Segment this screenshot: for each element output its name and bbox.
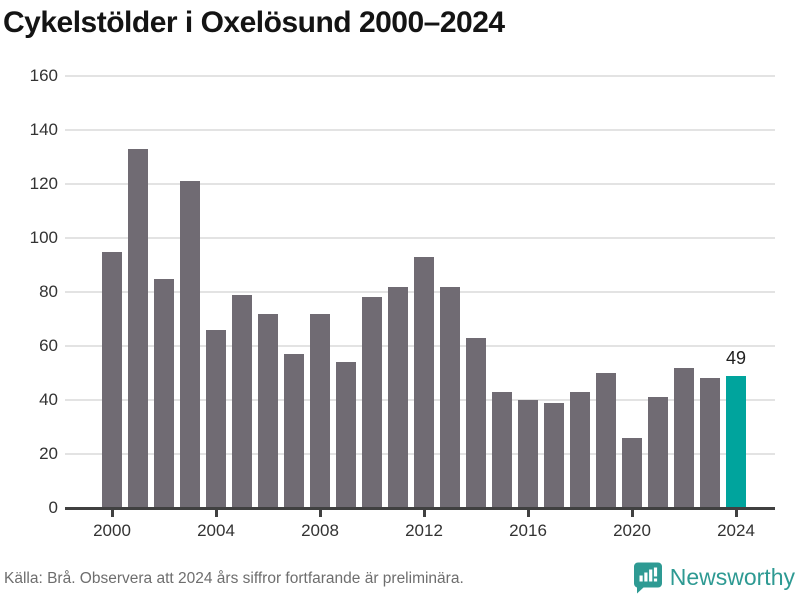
x-axis-label-2000: 2000 — [93, 521, 131, 540]
bar-2005 — [232, 294, 252, 508]
bar-2024 — [726, 375, 746, 508]
bar-2000 — [102, 251, 122, 508]
y-axis-label-0: 0 — [48, 498, 58, 517]
bar-2023 — [700, 378, 720, 508]
x-axis-label-2024: 2024 — [717, 521, 755, 540]
bar-2002 — [154, 278, 174, 508]
bar-2006 — [258, 313, 278, 508]
y-axis-label-80: 80 — [39, 282, 58, 301]
bar-2018 — [570, 391, 590, 508]
y-axis-label-60: 60 — [39, 336, 58, 355]
newsworthy-icon — [633, 561, 663, 594]
x-axis-label-2004: 2004 — [197, 521, 235, 540]
value-label-2024: 49 — [725, 347, 747, 368]
y-axis-label-160: 160 — [29, 66, 58, 85]
bar-2008 — [310, 313, 330, 508]
newsworthy-wordmark: Newsworthy — [669, 564, 795, 590]
gridline-160 — [65, 75, 775, 77]
bar-2010 — [362, 297, 382, 508]
x-axis-line — [65, 507, 775, 510]
bar-2014 — [466, 337, 486, 508]
bar-chart: 0 20 40 60 80 100 120 140 160 2000 2004 2008 2012 201… — [29, 66, 775, 540]
bar-2022 — [674, 367, 694, 508]
source-note: Källa: Brå. Observera att 2024 års siffr… — [4, 570, 464, 587]
x-axis-tick-2016 — [526, 510, 530, 517]
x-axis-label-2008: 2008 — [301, 521, 339, 540]
y-axis-label-120: 120 — [29, 174, 58, 193]
footer: Källa: Brå. Observera att 2024 års siffr… — [0, 555, 800, 600]
bar-2011 — [388, 286, 408, 508]
bar-2004 — [206, 329, 226, 508]
bar-2013 — [440, 286, 460, 508]
bar-2021 — [648, 397, 668, 508]
x-axis-tick-2020 — [630, 510, 634, 517]
x-axis-label-2012: 2012 — [405, 521, 443, 540]
chart-title: Cykelstölder i Oxelösund 2000–2024 — [3, 6, 505, 39]
x-axis-tick-2000 — [110, 510, 114, 517]
bar-2001 — [128, 148, 148, 508]
y-axis-label-20: 20 — [39, 444, 58, 463]
bar-2017 — [544, 402, 564, 508]
x-axis-label-2016: 2016 — [509, 521, 547, 540]
y-axis-label-40: 40 — [39, 390, 58, 409]
gridline-120 — [65, 183, 775, 185]
bar-2003 — [180, 181, 200, 508]
gridline-140 — [65, 129, 775, 131]
bar-2009 — [336, 362, 356, 508]
bar-2015 — [492, 391, 512, 508]
y-axis-label-100: 100 — [29, 228, 58, 247]
x-axis-tick-2004 — [214, 510, 218, 517]
x-axis-label-2020: 2020 — [613, 521, 651, 540]
gridline-100 — [65, 237, 775, 239]
bar-2019 — [596, 373, 616, 508]
bar-2016 — [518, 400, 538, 508]
x-axis-tick-2008 — [318, 510, 322, 517]
x-axis-tick-2024 — [734, 510, 738, 517]
y-axis-label-140: 140 — [29, 120, 58, 139]
newsworthy-logo-link[interactable]: Newsworthy — [633, 561, 795, 594]
bar-2012 — [414, 256, 434, 508]
bar-2007 — [284, 354, 304, 508]
bar-2020 — [622, 437, 642, 508]
x-axis-tick-2012 — [422, 510, 426, 517]
